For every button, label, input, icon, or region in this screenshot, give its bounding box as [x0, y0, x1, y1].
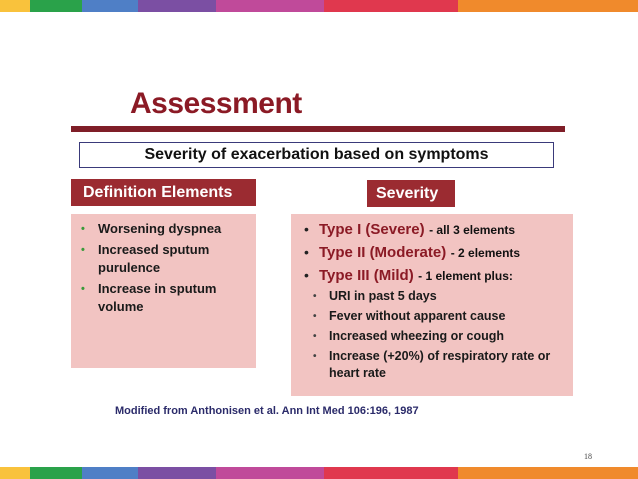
severity-detail: - 1 element plus:: [418, 269, 513, 283]
bullet-icon: •: [313, 311, 317, 322]
list-item: • Increase (+20%) of respiratory rate or …: [299, 348, 565, 382]
list-item: • URI in past 5 days: [299, 288, 565, 305]
severity-panel: • Type I (Severe) - all 3 elements • Type …: [291, 214, 573, 396]
bullet-icon: •: [81, 244, 85, 256]
bullet-icon: •: [304, 221, 309, 237]
title-divider: [71, 126, 565, 132]
severity-header: Severity: [367, 180, 455, 207]
severity-type: Type III (Mild): [319, 267, 414, 284]
list-item: • Worsening dyspnea: [77, 220, 248, 238]
severity-detail: - 2 elements: [450, 246, 521, 260]
subtitle-box: Severity of exacerbation based on sympto…: [79, 142, 554, 168]
bullet-icon: •: [313, 331, 317, 342]
mild-criterion-text: URI in past 5 days: [329, 289, 437, 303]
bullet-icon: •: [313, 291, 317, 302]
list-item: • Increase in sputum volume: [77, 280, 248, 316]
mild-criteria-list: • URI in past 5 days • Fever without appar…: [299, 288, 565, 382]
definition-element-text: Increase in sputum volume: [98, 281, 217, 314]
severity-item: • Type II (Moderate) - 2 elements: [299, 242, 565, 264]
severity-type: Type I (Severe): [319, 221, 425, 238]
top-color-stripe: [0, 0, 638, 12]
severity-item: • Type III (Mild) - 1 element plus:: [299, 265, 565, 287]
bullet-icon: •: [304, 267, 309, 283]
subtitle-text: Severity of exacerbation based on sympto…: [144, 146, 489, 163]
list-item: • Fever without apparent cause: [299, 308, 565, 325]
slide-title: Assessment: [130, 87, 302, 120]
bullet-icon: •: [313, 351, 317, 362]
definition-elements-list: • Worsening dyspnea • Increased sputum pur…: [77, 220, 248, 316]
page-number: 18: [584, 452, 592, 461]
bullet-icon: •: [304, 244, 309, 260]
bullet-icon: •: [81, 223, 85, 235]
severity-item: • Type I (Severe) - all 3 elements: [299, 219, 565, 241]
definition-elements-header: Definition Elements: [71, 179, 256, 206]
definition-element-text: Increased sputum purulence: [98, 242, 210, 275]
mild-criterion-text: Increase (+20%) of respiratory rate or h…: [329, 349, 551, 380]
citation: Modified from Anthonisen et al. Ann Int …: [115, 405, 419, 417]
severity-detail: - all 3 elements: [429, 223, 516, 237]
severity-type: Type II (Moderate): [319, 244, 447, 261]
definition-elements-panel: • Worsening dyspnea • Increased sputum pur…: [71, 214, 256, 368]
list-item: • Increased wheezing or cough: [299, 328, 565, 345]
definition-element-text: Worsening dyspnea: [98, 221, 222, 236]
severity-list: • Type I (Severe) - all 3 elements • Type …: [299, 219, 565, 287]
bottom-color-stripe: [0, 467, 638, 479]
list-item: • Increased sputum purulence: [77, 241, 248, 277]
mild-criterion-text: Increased wheezing or cough: [329, 329, 505, 343]
mild-criterion-text: Fever without apparent cause: [329, 309, 506, 323]
bullet-icon: •: [81, 283, 85, 295]
